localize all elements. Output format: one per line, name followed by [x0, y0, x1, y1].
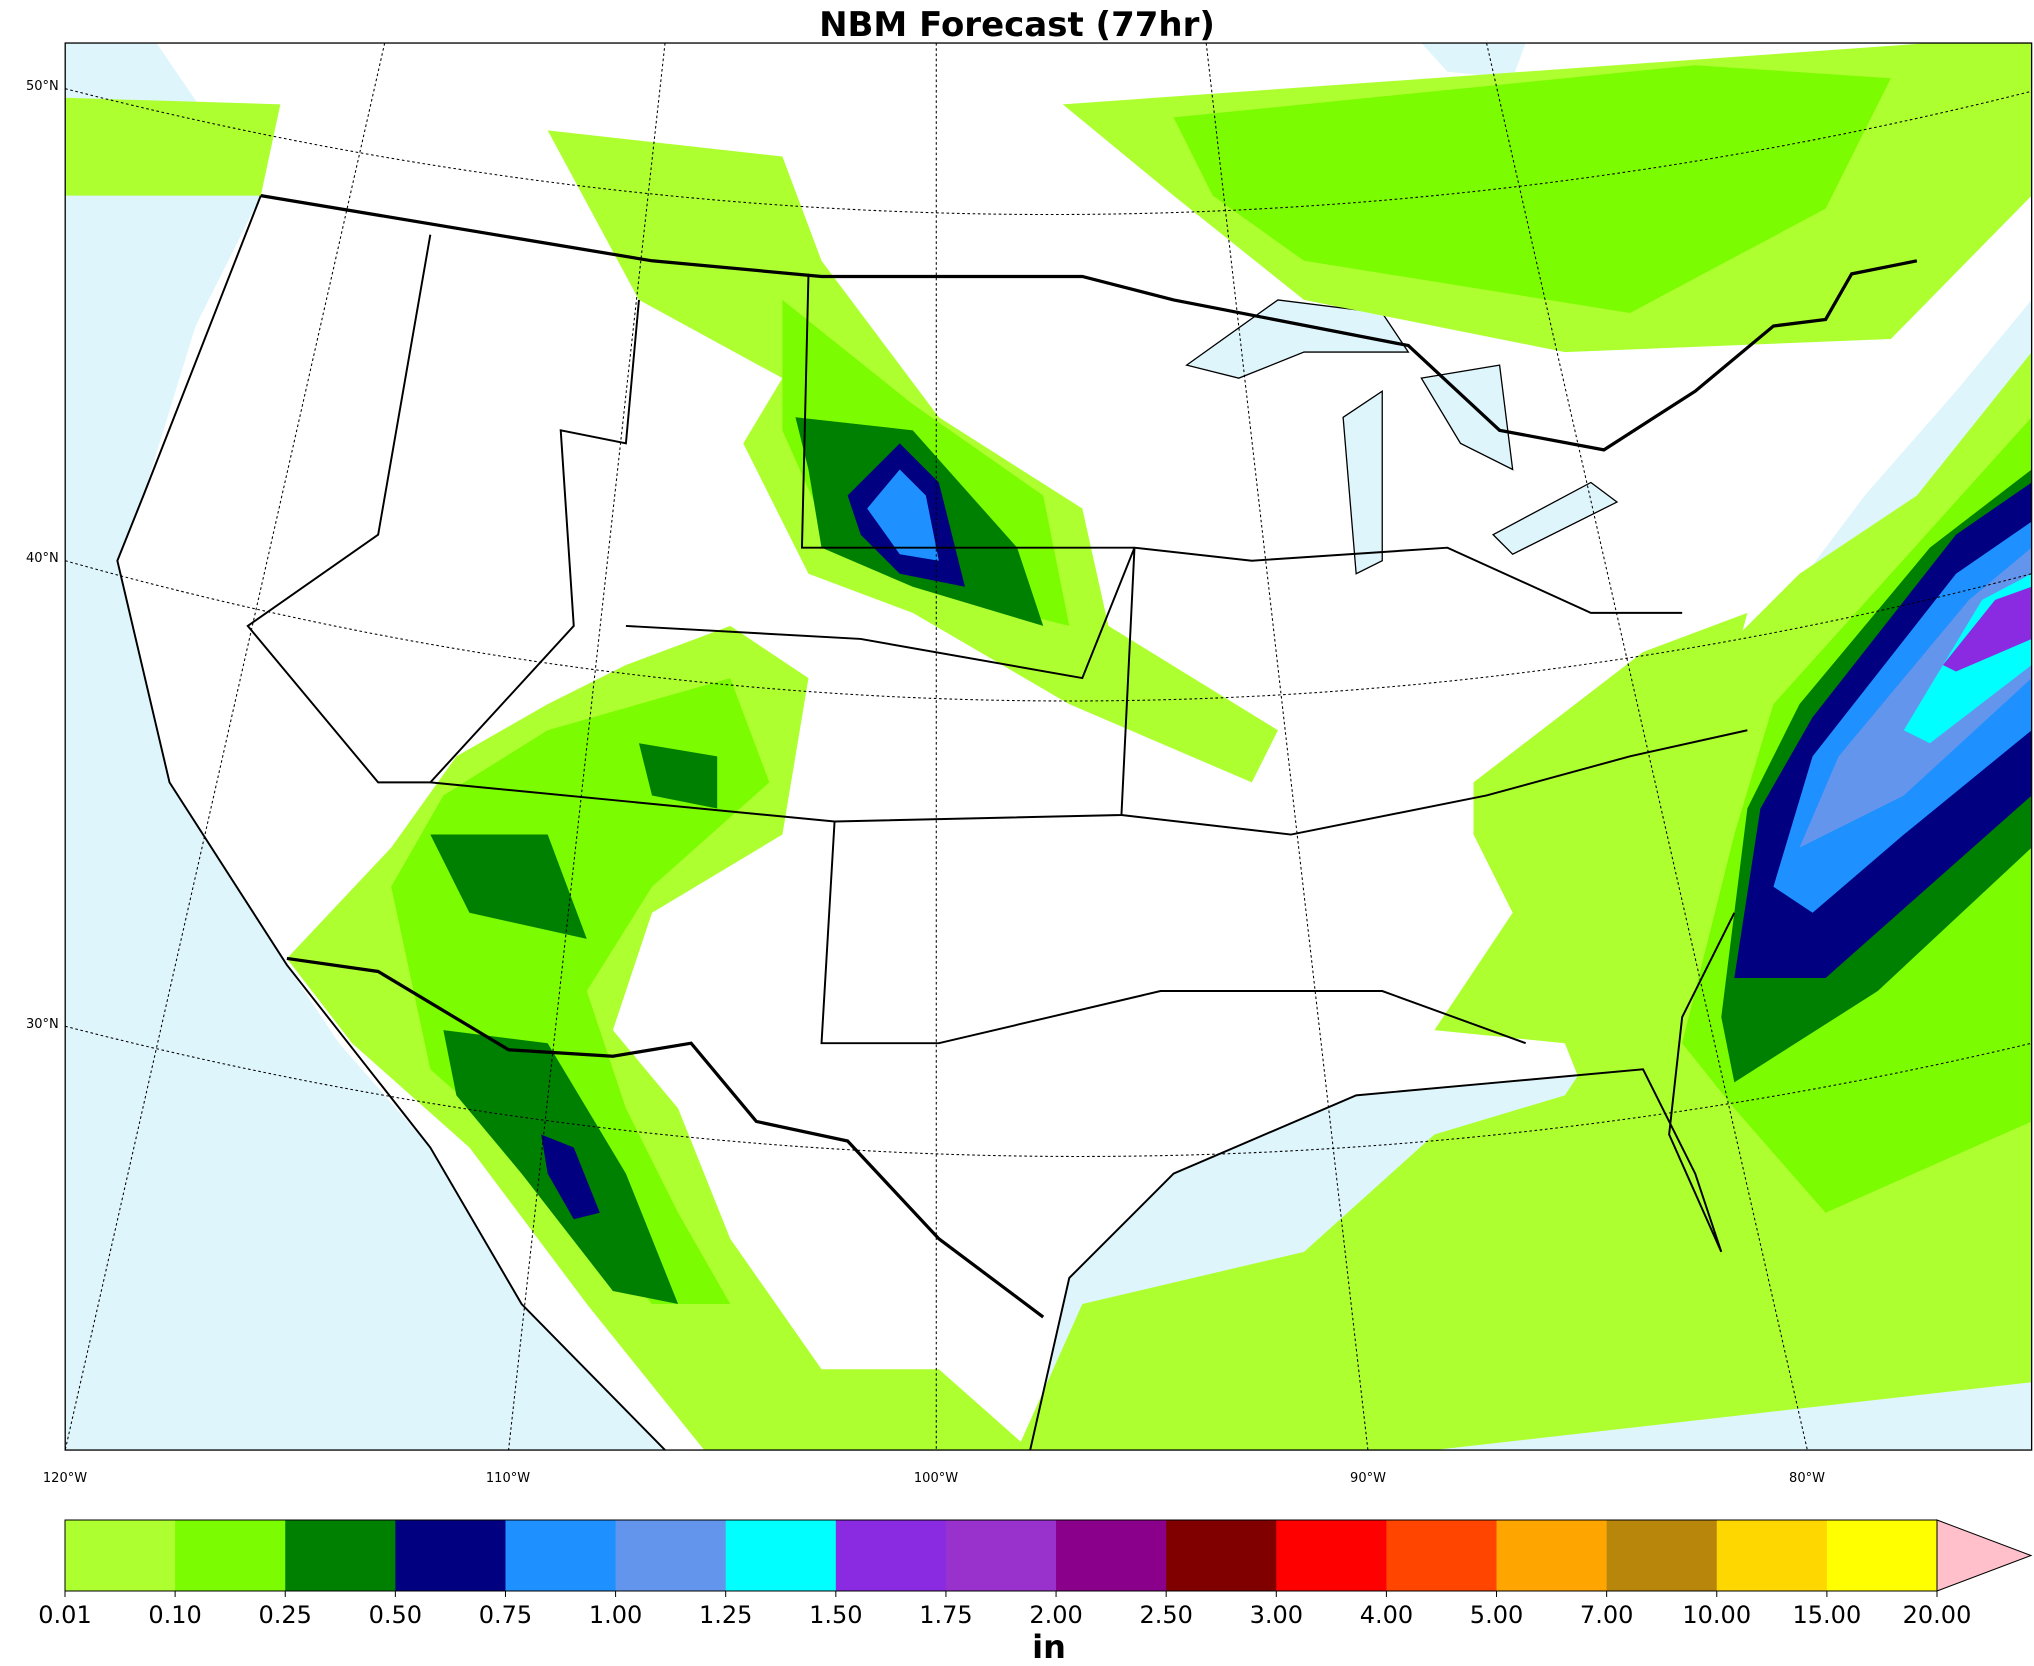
- colorbar-swatch: [1056, 1520, 1167, 1591]
- colorbar-label: 0.50: [369, 1601, 422, 1629]
- colorbar-label: 5.00: [1470, 1601, 1523, 1629]
- hudson-bay: [1421, 43, 1526, 79]
- colorbar-label: 0.25: [259, 1601, 312, 1629]
- lat-label: 50°N: [26, 79, 59, 94]
- lon-label: 90°W: [1350, 1471, 1386, 1486]
- colorbar-swatch: [1606, 1520, 1718, 1591]
- colorbar-swatch: [1826, 1520, 1938, 1591]
- lake: [1185, 299, 1410, 379]
- colorbar-swatch: [945, 1520, 1057, 1591]
- colorbar-label: 1.50: [809, 1601, 862, 1629]
- colorbar-extend: [1936, 1519, 2033, 1592]
- lake: [1420, 364, 1514, 471]
- colorbar-swatch: [1716, 1520, 1828, 1591]
- colorbar-swatch: [395, 1520, 506, 1591]
- graticule: [64, 42, 2032, 1451]
- colorbar-swatch: [505, 1520, 617, 1591]
- colorbar-swatch: [1386, 1520, 1498, 1591]
- precipitation: [65, 43, 2032, 1451]
- colorbar-label: 1.00: [589, 1601, 642, 1629]
- lat-label: 40°N: [26, 551, 59, 566]
- pacific: [65, 43, 666, 1451]
- colorbar-swatch: [65, 1520, 176, 1591]
- borders: [116, 193, 1918, 1451]
- lat-label: 30°N: [26, 1017, 59, 1032]
- colorbar-swatch: [175, 1520, 286, 1591]
- colorbar-label: 7.00: [1580, 1601, 1633, 1629]
- colorbar-swatch: [615, 1520, 727, 1591]
- colorbar-frame: [64, 1519, 1938, 1592]
- colorbar-swatch: [1166, 1520, 1277, 1591]
- colorbar-label: 1.25: [699, 1601, 752, 1629]
- title: NBM Forecast (77hr): [819, 5, 1215, 45]
- colorbar-label: 4.00: [1360, 1601, 1413, 1629]
- colorbar-label: 15.00: [1793, 1601, 1862, 1629]
- colorbar: 0.01 0.10 0.25 0.50 0.75 1.00 1.25 1.50 1.75 2.00…: [38, 1519, 2033, 1629]
- lon-label: 110°W: [486, 1471, 530, 1486]
- lake: [1491, 481, 1619, 555]
- lon-label: 120°W: [43, 1471, 87, 1486]
- colorbar-label: 3.00: [1250, 1601, 1303, 1629]
- colorbar-label: 0.75: [479, 1601, 532, 1629]
- colorbar-label: 2.00: [1029, 1601, 1082, 1629]
- colorbar-label: 2.50: [1139, 1601, 1192, 1629]
- colorbar-swatch: [835, 1520, 947, 1591]
- map: [64, 42, 2033, 1451]
- colorbar-label: 0.10: [148, 1601, 201, 1629]
- map-frame: [64, 42, 2033, 1451]
- lake: [1342, 389, 1383, 575]
- lon-label: 80°W: [1789, 1471, 1825, 1486]
- colorbar-unit: in: [1032, 1628, 1066, 1666]
- colorbar-label: 0.01: [38, 1601, 91, 1629]
- colorbar-swatch: [725, 1520, 837, 1591]
- colorbar-swatch: [285, 1520, 396, 1591]
- colorbar-label: 20.00: [1903, 1601, 1972, 1629]
- lon-label: 100°W: [914, 1471, 958, 1486]
- colorbar-label: 10.00: [1682, 1601, 1751, 1629]
- colorbar-label: 1.75: [919, 1601, 972, 1629]
- colorbar-swatch: [1496, 1520, 1608, 1591]
- colorbar-swatch: [1276, 1520, 1387, 1591]
